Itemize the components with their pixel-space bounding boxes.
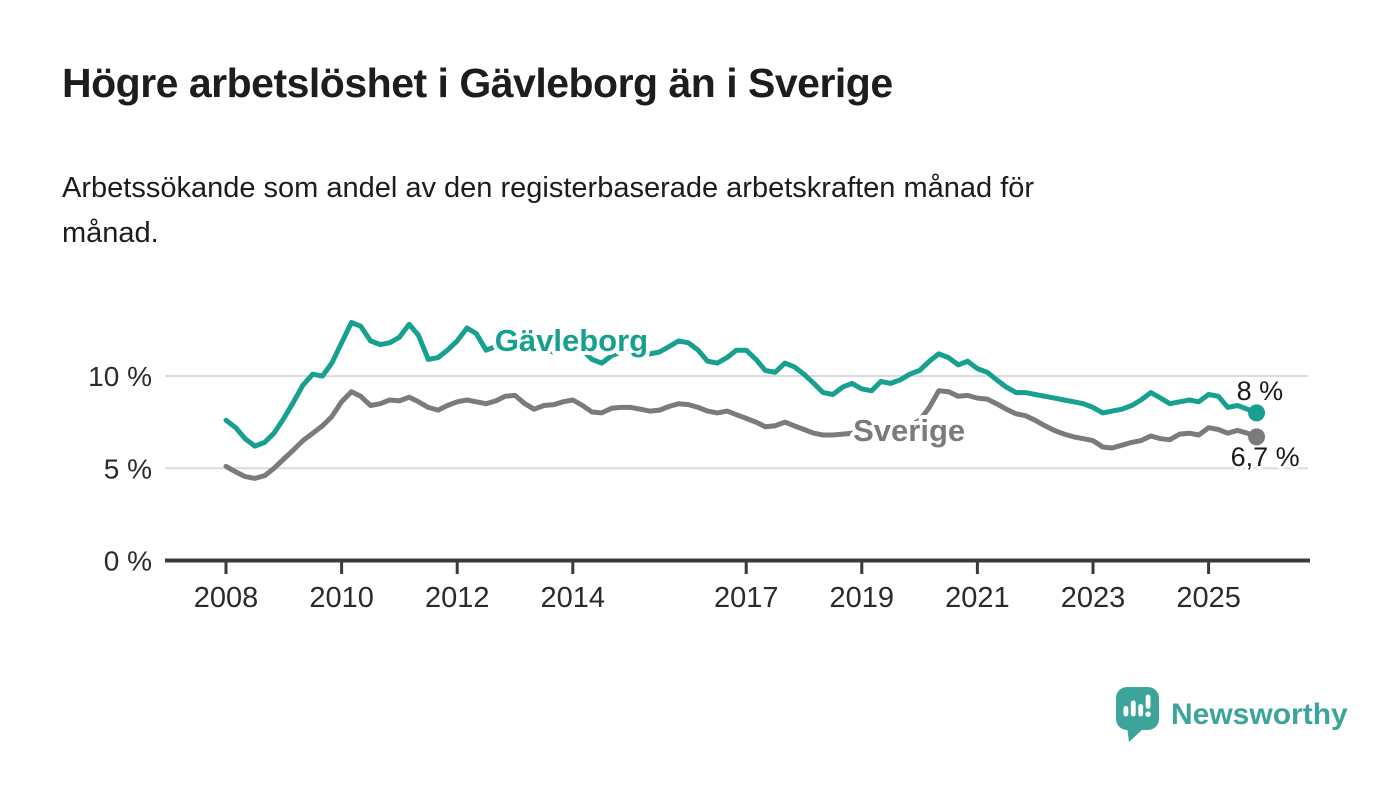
gavleborg-end-value-label: 8 % — [1237, 376, 1284, 406]
x-tick-label-2010: 2010 — [309, 582, 374, 614]
y-tick-label-10: 10 % — [88, 361, 152, 392]
newsworthy-logo-icon — [1116, 687, 1159, 742]
newsworthy-logo-text: Newsworthy — [1171, 698, 1348, 731]
gavleborg-end-dot — [1248, 404, 1266, 422]
subtitle-line-2: månad. — [62, 217, 159, 249]
gavleborg-series-label: Gävleborg — [495, 323, 648, 358]
page-subtitle: Arbetssökande som andel av den registerb… — [62, 166, 1362, 256]
x-tick-label-2008: 2008 — [194, 582, 259, 614]
sverige-end-value-label: 6,7 % — [1231, 442, 1300, 472]
page-title: Högre arbetslöshet i Gävleborg än i Sver… — [62, 60, 893, 106]
x-tick-label-2014: 2014 — [541, 582, 606, 614]
x-tick-label-2023: 2023 — [1061, 582, 1126, 614]
subtitle-line-1: Arbetssökande som andel av den registerb… — [62, 172, 1035, 204]
x-tick-label-2025: 2025 — [1176, 582, 1241, 614]
y-tick-label-5: 5 % — [104, 453, 152, 484]
x-tick-label-2021: 2021 — [945, 582, 1010, 614]
x-tick-label-2019: 2019 — [830, 582, 895, 614]
sverige-end-dot — [1248, 428, 1266, 446]
sverige-line — [223, 388, 1260, 481]
x-tick-label-2012: 2012 — [425, 582, 490, 614]
newsworthy-logo: Newsworthy — [1115, 686, 1348, 744]
gavleborg-line — [223, 320, 1260, 449]
y-tick-label-0: 0 % — [104, 546, 152, 577]
sverige-series-label: Sverige — [853, 413, 965, 448]
x-tick-label-2017: 2017 — [714, 582, 779, 614]
